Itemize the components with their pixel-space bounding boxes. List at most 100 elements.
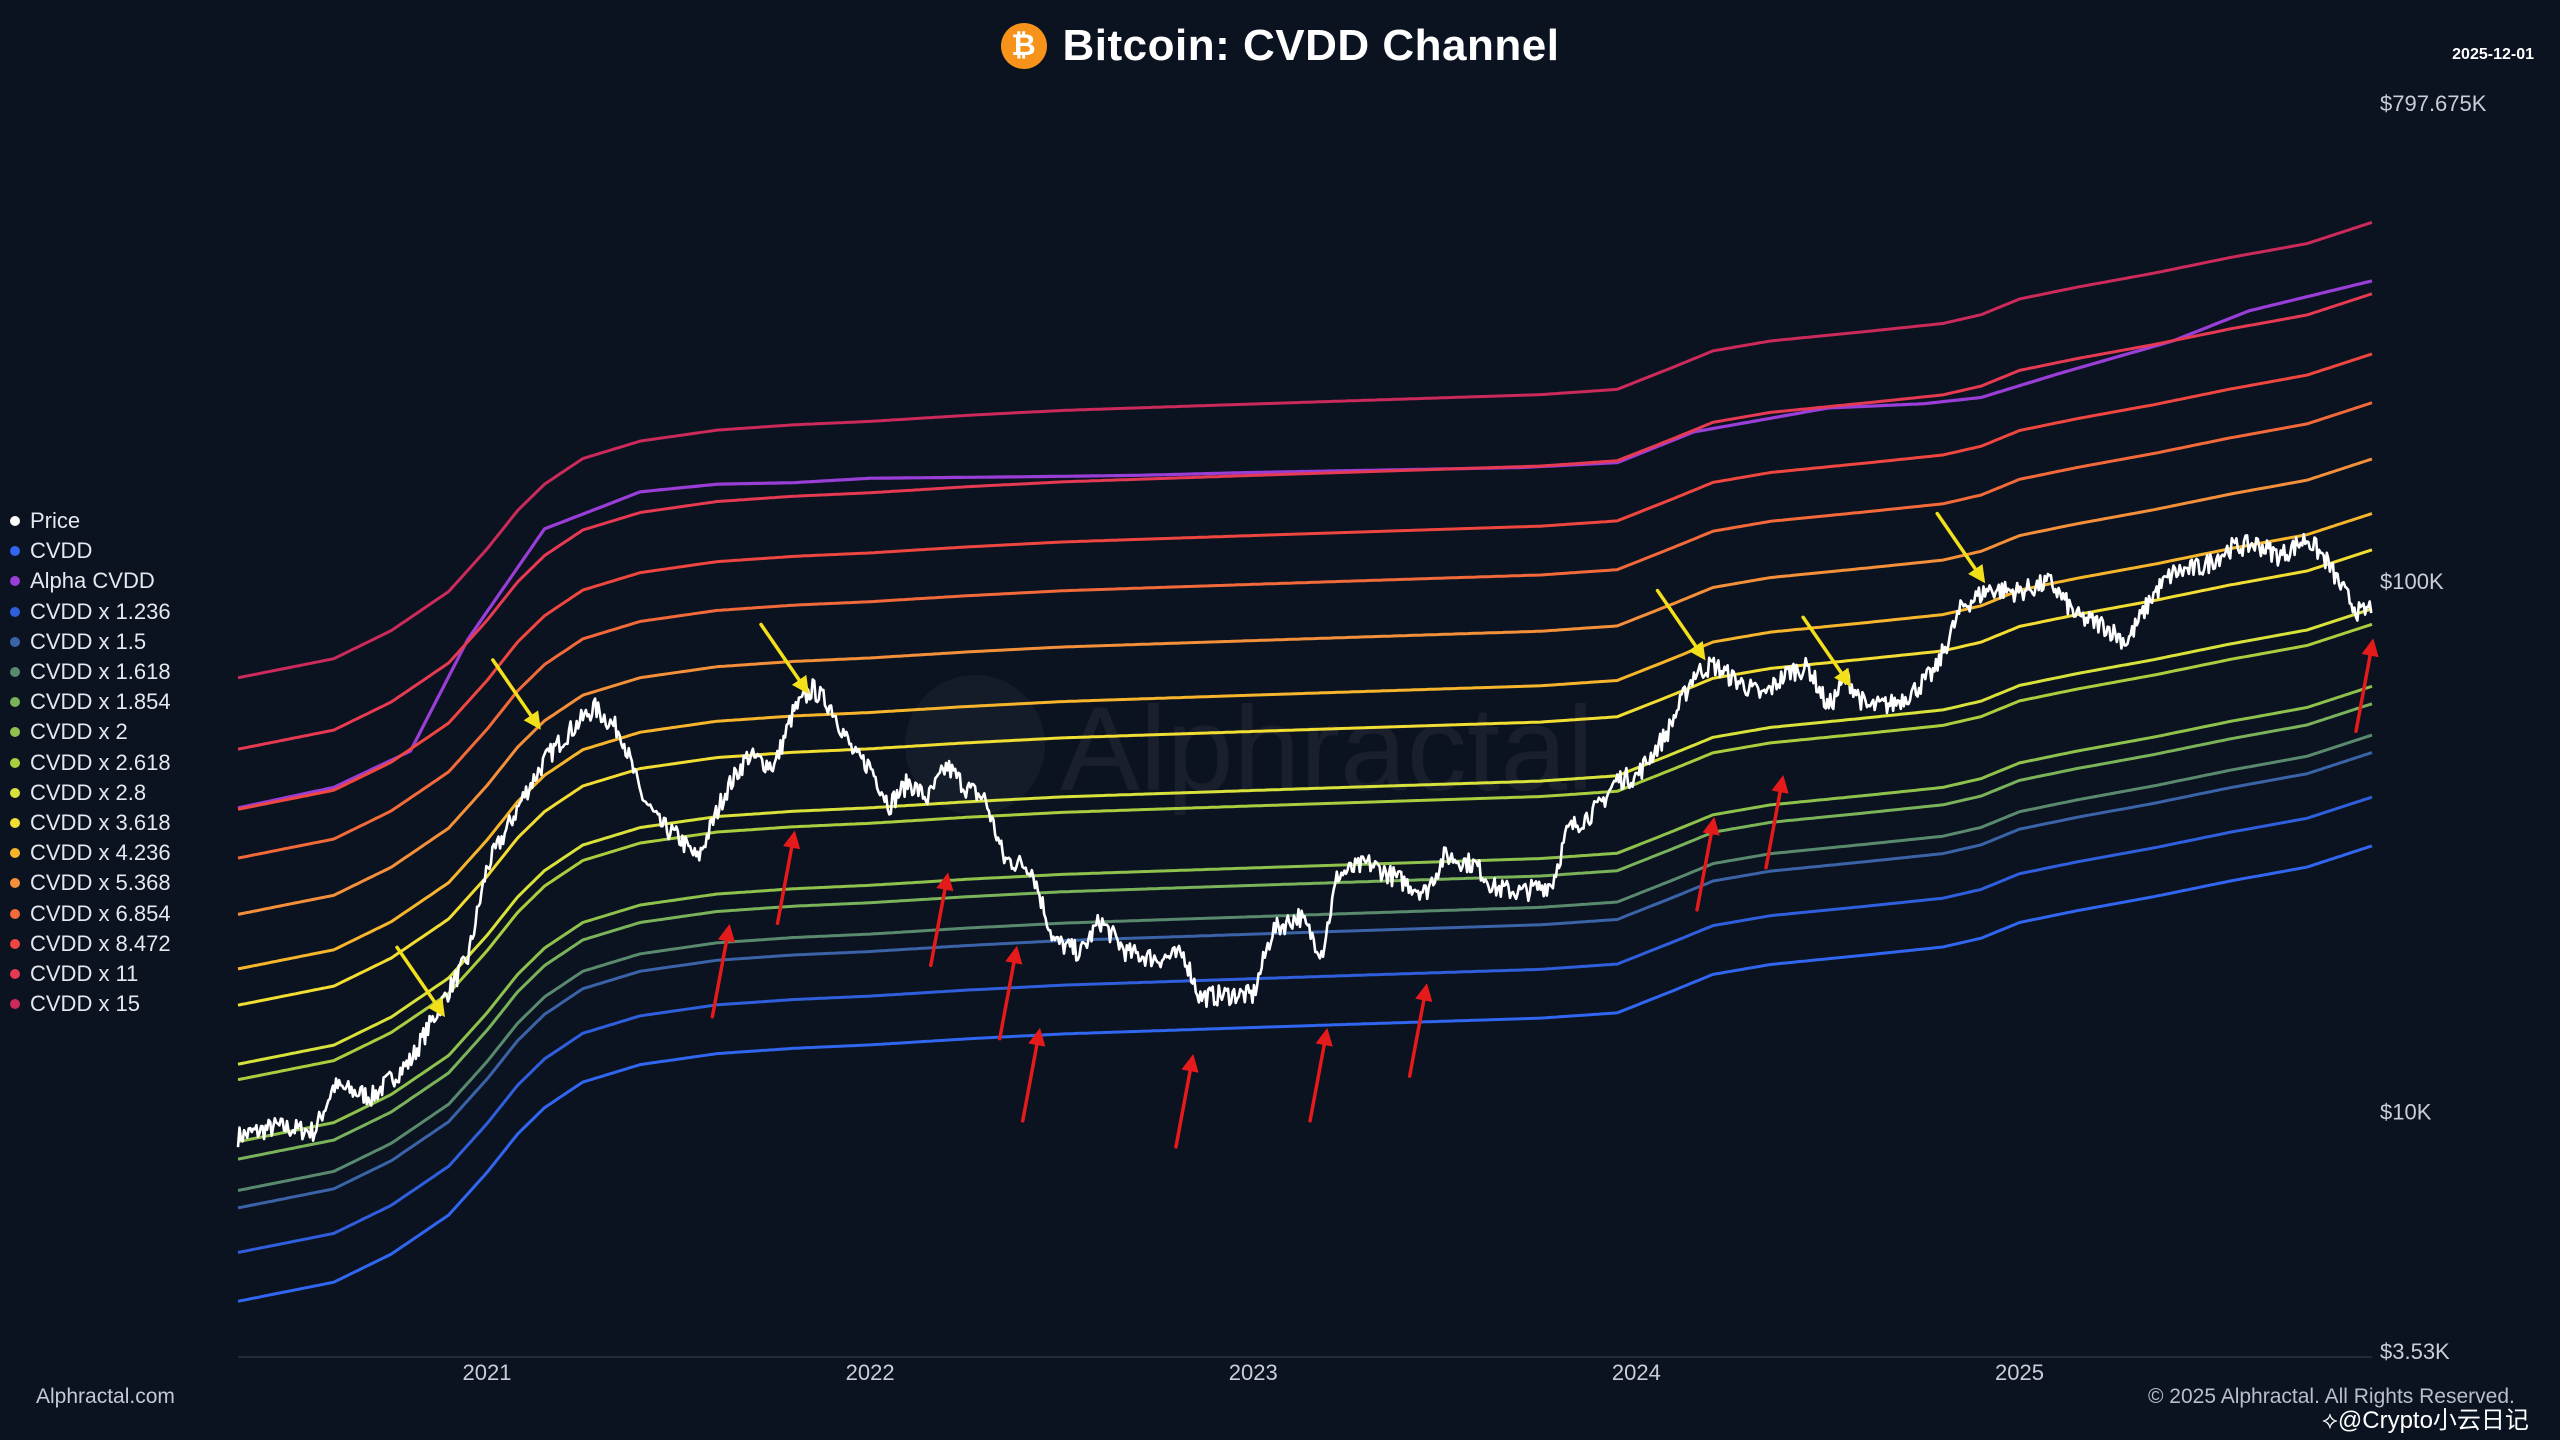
legend-swatch — [10, 546, 20, 557]
x-tick-label: 2023 — [1229, 1360, 1278, 1385]
legend-label: CVDD x 1.854 — [30, 689, 171, 715]
legend-swatch — [10, 787, 20, 798]
legend-label: CVDD x 2.8 — [30, 779, 147, 805]
series-line-cvdd-x-5-368 — [237, 457, 2373, 916]
legend-label: CVDD x 2 — [30, 719, 128, 745]
legend-swatch — [10, 697, 20, 708]
legend-swatch — [10, 757, 20, 768]
legend-swatch — [10, 817, 20, 828]
x-tick-label: 2024 — [1612, 1360, 1661, 1385]
series-line-alpha-cvdd — [237, 279, 2373, 810]
series-line-cvdd-x-2-618 — [237, 622, 2373, 1082]
series-line-cvdd-x-11 — [237, 292, 2373, 751]
annotation-arrow-down-14 — [1655, 588, 1706, 661]
legend-label: Price — [30, 508, 81, 534]
legend-item-cvdd[interactable]: CVDD — [10, 536, 171, 566]
y-tick-label: $797.675K — [2380, 91, 2487, 116]
legend-label: CVDD x 11 — [30, 960, 139, 986]
legend-swatch — [10, 878, 20, 889]
annotation-arrow-up-10 — [2354, 638, 2379, 734]
x-axis: 2021 2022 2023 2024 2025 — [463, 1360, 2044, 1385]
annotation-arrow-up-2 — [929, 872, 954, 968]
legend-item-cvdd-x-1-5[interactable]: CVDD x 1.5 — [10, 627, 171, 657]
series-line-cvdd-x-2-8 — [237, 607, 2373, 1066]
legend-item-cvdd-x-4-236[interactable]: CVDD x 4.236 — [10, 838, 171, 868]
legend-label: CVDD x 4.236 — [30, 840, 171, 866]
legend-swatch — [10, 938, 20, 949]
legend-item-cvdd-x-1-618[interactable]: CVDD x 1.618 — [10, 657, 171, 687]
legend-item-cvdd-x-8-472[interactable]: CVDD x 8.472 — [10, 929, 171, 959]
series-line-cvdd-x-3-618 — [237, 548, 2373, 1007]
legend-label: CVDD x 8.472 — [30, 930, 171, 956]
annotation-arrow-down-12 — [491, 658, 541, 730]
legend-swatch — [10, 848, 20, 859]
legend-item-cvdd-x-1-854[interactable]: CVDD x 1.854 — [10, 687, 171, 717]
legend-swatch — [10, 999, 20, 1010]
series-line-cvdd-x-8-472 — [237, 352, 2373, 811]
annotation-arrow-up-1 — [775, 830, 801, 926]
annotation-arrow-up-0 — [710, 923, 736, 1019]
legend-label: CVDD x 6.854 — [30, 900, 171, 926]
legend-swatch — [10, 908, 20, 919]
x-tick-label: 2025 — [1995, 1360, 2044, 1385]
series-line-price — [236, 532, 2373, 1148]
annotation-arrow-down-13 — [759, 622, 809, 695]
chart-header: ₿ Bitcoin: CVDD Channel — [0, 14, 2560, 78]
series-line-cvdd-x-1-854 — [237, 702, 2373, 1161]
y-tick-label: $10K — [2380, 1099, 2432, 1124]
chart-date: 2025-12-01 — [2452, 46, 2534, 63]
legend-label: CVDD x 5.368 — [30, 870, 171, 896]
x-tick-label: 2022 — [846, 1360, 895, 1385]
legend-swatch — [10, 606, 20, 617]
legend-item-cvdd-x-2[interactable]: CVDD x 2 — [10, 717, 171, 747]
legend-item-cvdd-x-3-618[interactable]: CVDD x 3.618 — [10, 808, 171, 838]
cvdd-band-lines — [237, 220, 2373, 1303]
legend-swatch — [10, 968, 20, 979]
legend-item-cvdd-x-5-368[interactable]: CVDD x 5.368 — [10, 868, 171, 898]
series-line-cvdd-x-15 — [237, 220, 2373, 680]
legend-swatch — [10, 667, 20, 678]
legend-item-cvdd-x-11[interactable]: CVDD x 11 — [10, 959, 171, 989]
annotation-arrow-down-11 — [395, 945, 446, 1018]
weibo-repost-tag: ⟡@Crypto小云日记 — [2322, 1400, 2529, 1435]
legend-item-price[interactable]: Price — [10, 506, 171, 536]
chart-title: Bitcoin: CVDD Channel — [1062, 21, 1560, 70]
legend-item-cvdd-x-2-618[interactable]: CVDD x 2.618 — [10, 748, 171, 778]
legend-swatch — [10, 727, 20, 738]
weibo-share-icon: ⟡ — [2322, 1407, 2338, 1434]
legend-label: CVDD x 15 — [30, 991, 141, 1017]
legend-label: CVDD x 2.618 — [30, 749, 171, 775]
legend-item-cvdd-x-15[interactable]: CVDD x 15 — [10, 989, 171, 1019]
legend-item-cvdd-x-2-8[interactable]: CVDD x 2.8 — [10, 778, 171, 808]
bitcoin-logo-icon: ₿ — [1000, 23, 1047, 69]
price-line-layer — [236, 532, 2373, 1148]
annotation-arrow-up-7 — [1407, 983, 1433, 1078]
annotation-arrow-up-9 — [1764, 774, 1789, 870]
footer-source: Alphractal.com — [36, 1385, 175, 1408]
annotation-arrow-up-8 — [1695, 816, 1720, 912]
legend-item-cvdd-x-1-236[interactable]: CVDD x 1.236 — [10, 597, 171, 627]
legend-item-cvdd-x-6-854[interactable]: CVDD x 6.854 — [10, 898, 171, 928]
annotation-arrows — [395, 511, 2379, 1149]
series-line-cvdd-x-6-854 — [237, 401, 2373, 860]
footer-copyright: © 2025 Alphractal. All Rights Reserved. — [2148, 1385, 2515, 1408]
y-axis: $797.675K $100K $10K $3.53K — [2380, 91, 2487, 1364]
x-tick-label: 2021 — [463, 1360, 512, 1385]
legend-label: CVDD x 1.618 — [30, 659, 171, 685]
legend-label: Alpha CVDD — [30, 568, 155, 594]
annotation-arrow-down-15 — [1801, 615, 1852, 688]
y-tick-label: $3.53K — [2380, 1339, 2450, 1364]
y-tick-label: $100K — [2380, 569, 2444, 594]
series-line-cvdd-x-1-236 — [237, 795, 2373, 1254]
legend-swatch — [10, 636, 20, 647]
series-line-cvdd-x-2 — [237, 684, 2373, 1144]
legend-label: CVDD x 3.618 — [30, 809, 171, 835]
watermark-text: Alphractal — [1060, 682, 1594, 816]
repost-handle: @Crypto小云日记 — [2337, 1407, 2529, 1434]
annotation-arrow-up-3 — [997, 945, 1023, 1041]
legend-swatch — [10, 576, 20, 587]
annotation-arrow-up-6 — [1308, 1027, 1333, 1123]
legend-swatch — [10, 516, 20, 527]
legend-item-alpha-cvdd[interactable]: Alpha CVDD — [10, 566, 171, 596]
